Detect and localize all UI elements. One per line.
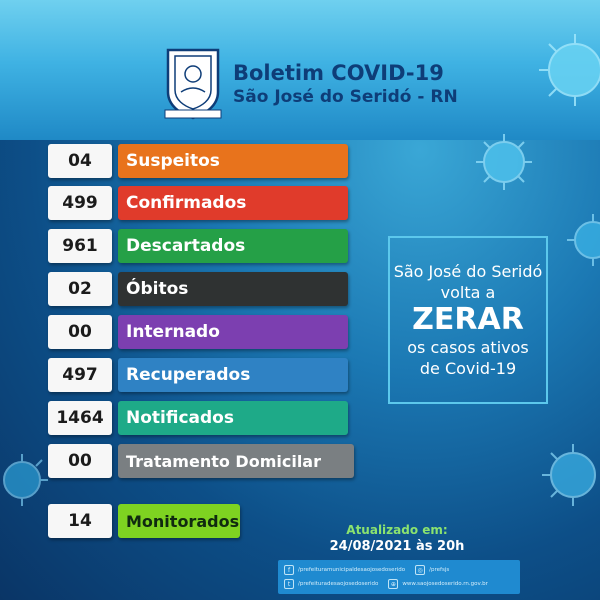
stat-value: 961 xyxy=(48,229,112,263)
bulletin-subtitle: São José do Seridó - RN xyxy=(233,87,458,107)
stat-row: 00 Tratamento Domicilar xyxy=(48,444,354,478)
footer-line-1: f /prefeituramunicipaldesaojosedoserido … xyxy=(284,563,514,577)
stat-value: 00 xyxy=(48,444,112,478)
social-footer: f /prefeituramunicipaldesaojosedoserido … xyxy=(278,560,520,594)
virus-illustration-mid-right xyxy=(476,134,532,190)
stat-label: Tratamento Domicilar xyxy=(118,444,354,478)
header-titles: Boletim COVID-19 São José do Seridó - RN xyxy=(233,60,458,108)
stat-label: Recuperados xyxy=(118,358,348,392)
update-info: Atualizado em: 24/08/2021 às 20h xyxy=(322,522,472,555)
instagram-icon: ◎ xyxy=(415,565,426,575)
stat-label: Confirmados xyxy=(118,186,348,220)
stat-row-monitorados: 14 Monitorados xyxy=(48,504,240,538)
notice-highlight: ZERAR xyxy=(412,302,524,337)
stat-value: 00 xyxy=(48,315,112,349)
facebook-icon: f xyxy=(284,565,294,575)
twitter-icon: t xyxy=(284,579,294,589)
footer-line-2: t /prefeituradesaojosedoserido ⊕ www.sao… xyxy=(284,577,514,591)
stat-value: 499 xyxy=(48,186,112,220)
notice-line-3: os casos ativos xyxy=(407,338,529,357)
instagram-link[interactable]: /prefsjs xyxy=(429,567,450,573)
notice-box: São José do Seridó volta a ZERAR os caso… xyxy=(388,236,548,404)
website-link[interactable]: www.saojosedoserido.rn.gov.br xyxy=(402,581,488,587)
virus-illustration-edge-right xyxy=(567,214,600,266)
stat-row: 00 Internado xyxy=(48,315,348,349)
stat-row: 04 Suspeitos xyxy=(48,144,348,178)
stat-value: 497 xyxy=(48,358,112,392)
virus-illustration-bottom-right xyxy=(542,444,596,506)
update-label: Atualizado em: xyxy=(346,523,448,537)
stat-value: 04 xyxy=(48,144,112,178)
notice-line-2: volta a xyxy=(440,283,496,302)
twitter-link[interactable]: /prefeituradesaojosedoserido xyxy=(298,581,379,587)
stat-label: Notificados xyxy=(118,401,348,435)
notice-line-4: de Covid-19 xyxy=(419,359,517,378)
stat-label: Internado xyxy=(118,315,348,349)
stat-label: Descartados xyxy=(118,229,348,263)
bulletin-title: Boletim COVID-19 xyxy=(233,61,444,85)
stat-row: 02 Óbitos xyxy=(48,272,348,306)
municipal-coat-of-arms-logo xyxy=(164,48,222,120)
header: Boletim COVID-19 São José do Seridó - RN xyxy=(163,44,458,124)
stat-row: 499 Confirmados xyxy=(48,186,348,220)
stat-label: Suspeitos xyxy=(118,144,348,178)
stat-label: Óbitos xyxy=(118,272,348,306)
stat-row: 961 Descartados xyxy=(48,229,348,263)
virus-illustration-top-right xyxy=(539,34,600,106)
facebook-link[interactable]: /prefeituramunicipaldesaojosedoserido xyxy=(298,567,406,573)
virus-illustration-bottom-left xyxy=(3,454,48,506)
stat-value: 1464 xyxy=(48,401,112,435)
stat-value: 14 xyxy=(48,504,112,538)
notice-line-1: São José do Seridó xyxy=(393,262,543,281)
stat-label: Monitorados xyxy=(118,504,240,538)
stat-value: 02 xyxy=(48,272,112,306)
stat-row: 497 Recuperados xyxy=(48,358,348,392)
stat-row: 1464 Notificados xyxy=(48,401,348,435)
header-band xyxy=(0,0,600,140)
update-datetime: 24/08/2021 às 20h xyxy=(329,539,465,554)
globe-icon: ⊕ xyxy=(388,579,399,589)
